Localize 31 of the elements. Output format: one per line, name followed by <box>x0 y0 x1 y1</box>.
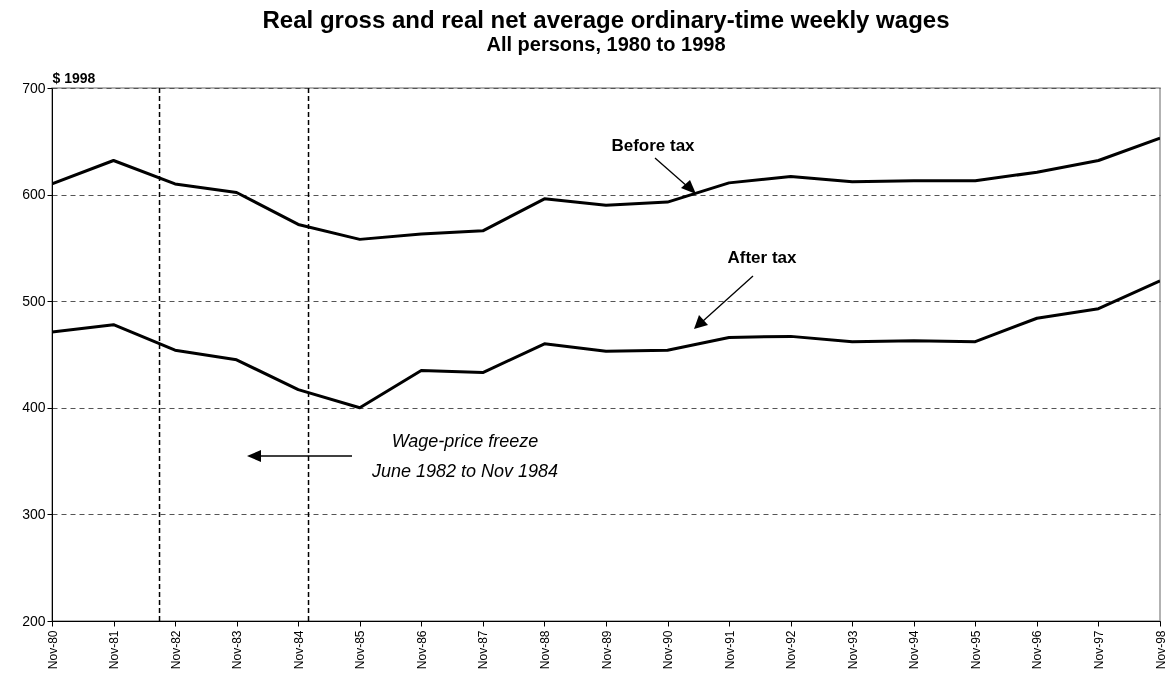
y-tick-label: 500 <box>22 292 46 309</box>
x-tick-label: Nov-85 <box>353 630 368 670</box>
y-tick-label: 600 <box>22 186 46 203</box>
x-tick-label: Nov-88 <box>537 630 552 670</box>
x-tick-label: Nov-81 <box>107 630 122 670</box>
x-tick-label: Nov-86 <box>414 630 429 670</box>
x-tick-label: Nov-92 <box>784 630 799 670</box>
x-tick-label: Nov-94 <box>907 630 922 670</box>
x-tick-label: Nov-89 <box>599 630 614 670</box>
text: Before tax <box>611 136 696 155</box>
x-tick-label: Nov-90 <box>661 630 676 670</box>
x-tick-label: Nov-80 <box>45 630 60 670</box>
x-tick-label: Nov-91 <box>722 630 737 670</box>
chart-subtitle: All persons, 1980 to 1998 <box>486 33 726 55</box>
y-tick-label: 400 <box>22 399 46 416</box>
text: After tax <box>727 248 798 267</box>
x-tick-label: Nov-97 <box>1091 630 1106 670</box>
x-tick-label: Nov-83 <box>230 630 245 670</box>
x-tick-label: Nov-84 <box>291 630 306 670</box>
y-tick-label: 700 <box>22 79 46 96</box>
x-tick-label: Nov-87 <box>476 630 491 670</box>
y-axis-title: $ 1998 <box>52 69 96 86</box>
x-tick-label: Nov-96 <box>1030 630 1045 670</box>
x-tick-label: Nov-82 <box>168 630 183 670</box>
x-tick-label: Nov-95 <box>968 630 983 670</box>
x-tick-label: Nov-98 <box>1153 630 1168 670</box>
y-tick-label: 300 <box>22 505 46 522</box>
x-tick-label: Nov-93 <box>845 630 860 670</box>
y-tick-label: 200 <box>22 612 46 629</box>
chart-title: Real gross and real net average ordinary-time weekly wages <box>262 6 950 33</box>
annotation: Wage-price freeze June 1982 to Nov 1984 <box>370 431 559 481</box>
